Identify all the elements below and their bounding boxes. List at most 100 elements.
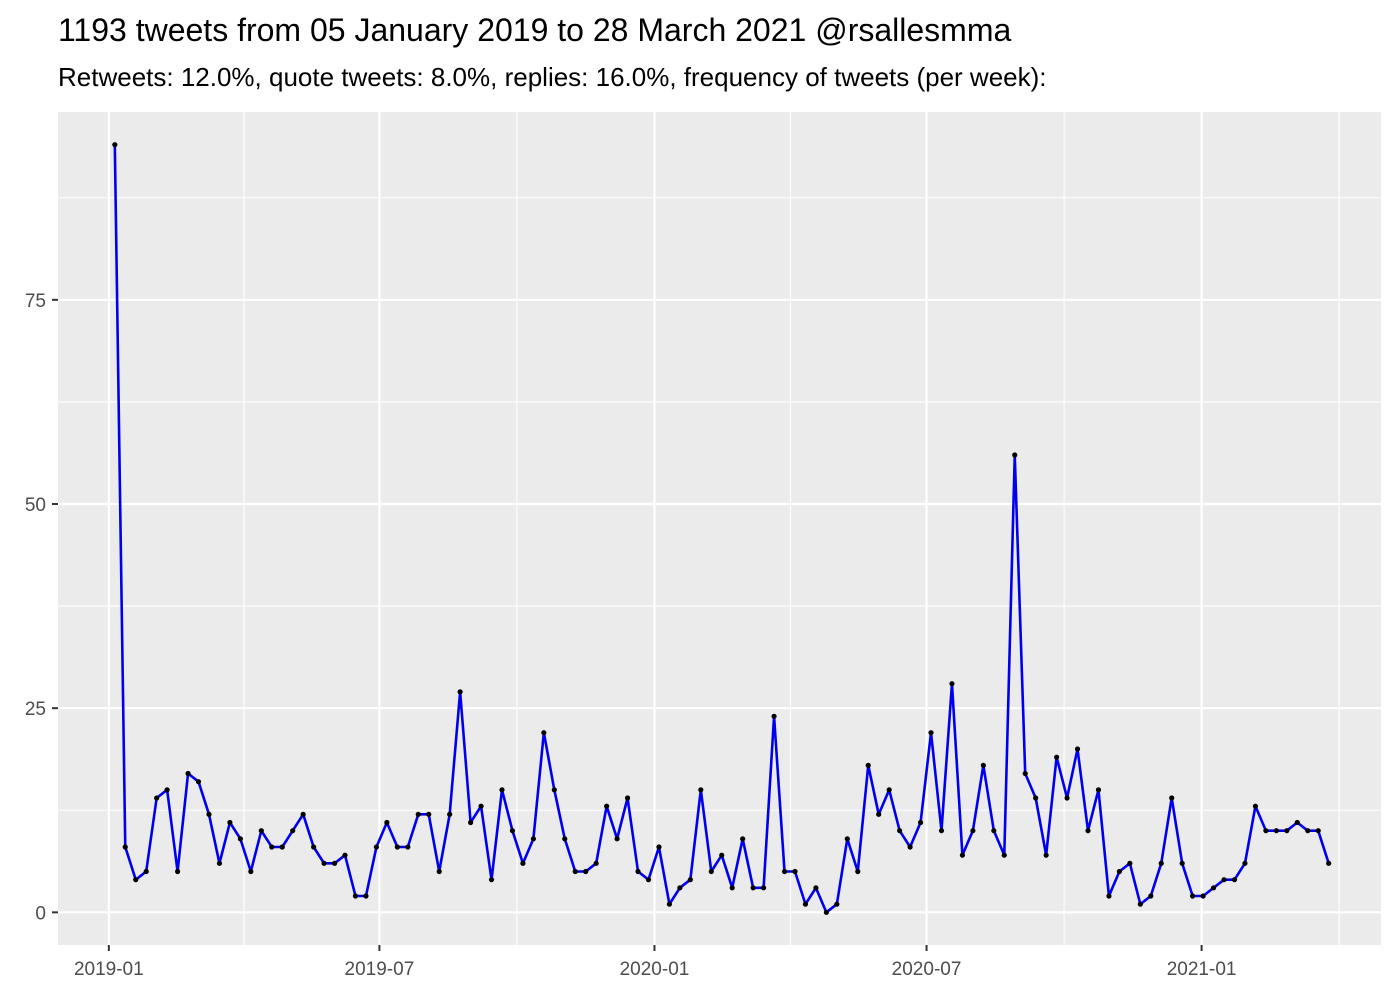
data-point [1210, 885, 1217, 891]
data-point [959, 852, 966, 858]
data-point [583, 868, 589, 875]
data-point [1012, 452, 1018, 458]
data-point [1179, 860, 1185, 866]
data-point [384, 819, 390, 826]
data-point [1305, 828, 1311, 834]
data-points [112, 142, 1332, 915]
data-point [1284, 828, 1290, 834]
data-point [729, 885, 735, 891]
data-point [614, 836, 620, 842]
data-point [1001, 852, 1007, 858]
axis-ticks [52, 298, 1203, 951]
data-point [321, 860, 327, 866]
data-point [112, 142, 118, 148]
data-point [781, 868, 788, 875]
x-tick-label: 2020-07 [892, 959, 962, 980]
data-point [865, 762, 871, 768]
data-point [666, 901, 673, 907]
y-tick-label: 50 [25, 495, 46, 516]
data-point [143, 868, 149, 875]
data-point [750, 885, 756, 891]
data-point [195, 779, 202, 785]
data-point [1252, 803, 1259, 809]
data-point [1158, 860, 1164, 866]
data-point [248, 868, 254, 875]
x-tick-label: 2020-01 [620, 959, 690, 980]
data-point [1106, 893, 1112, 899]
data-point [457, 689, 463, 695]
data-point [174, 868, 181, 875]
data-point [1043, 852, 1049, 858]
data-point [478, 803, 484, 809]
data-point [164, 787, 170, 793]
y-tick-label: 75 [25, 291, 46, 312]
data-point [761, 885, 767, 891]
data-point [708, 868, 714, 875]
data-point [237, 836, 243, 842]
data-point [844, 836, 850, 842]
data-point [415, 811, 421, 817]
data-point [551, 787, 557, 793]
data-point [279, 844, 285, 850]
data-point [154, 795, 160, 801]
data-point [624, 795, 631, 801]
data-point [980, 762, 986, 768]
x-tick-label: 2019-07 [345, 959, 415, 980]
data-point [373, 844, 380, 850]
data-point [938, 828, 945, 834]
chart-title: 1193 tweets from 05 January 2019 to 28 M… [58, 12, 1012, 48]
minor-gridlines [58, 112, 1381, 945]
data-point [426, 811, 432, 817]
data-point [1022, 770, 1028, 777]
tick-labels: 0 25 50 75 2019-01 2019-07 2020-01 2020-07 2021-… [25, 291, 1237, 980]
data-point [970, 828, 976, 834]
data-point [1294, 819, 1300, 826]
data-point [331, 860, 338, 866]
data-point [1116, 868, 1122, 875]
data-point [886, 787, 892, 793]
data-point [991, 828, 997, 834]
data-point [1085, 828, 1091, 834]
plot-panel [58, 112, 1381, 945]
data-point [1273, 828, 1279, 834]
data-point [363, 893, 369, 899]
data-point [1242, 860, 1248, 866]
major-gridlines [58, 112, 1381, 945]
data-point [1231, 877, 1238, 883]
data-point [1326, 860, 1332, 866]
data-point [604, 803, 610, 809]
data-point [1263, 828, 1269, 834]
data-point [447, 811, 453, 817]
data-point [802, 901, 809, 907]
data-point [593, 860, 599, 866]
data-point [1033, 795, 1039, 801]
data-point [1127, 860, 1133, 866]
data-point [897, 828, 903, 834]
data-point [311, 844, 317, 850]
data-point [467, 819, 474, 826]
data-point [698, 787, 704, 793]
data-point [677, 885, 683, 891]
chart-subtitle: Retweets: 12.0%, quote tweets: 8.0%, rep… [58, 62, 1047, 92]
data-point [907, 844, 913, 850]
data-point [834, 901, 840, 907]
data-point [206, 811, 212, 817]
data-point [1190, 893, 1196, 899]
data-point [520, 860, 526, 866]
data-point [1064, 795, 1070, 801]
data-point [1148, 893, 1154, 899]
data-point [405, 844, 411, 850]
data-point [635, 868, 641, 875]
data-point [1315, 828, 1321, 834]
data-point [813, 885, 819, 891]
data-point [436, 868, 442, 875]
data-point [823, 909, 829, 915]
data-point [133, 877, 139, 883]
data-point [530, 836, 536, 842]
data-point [1200, 893, 1206, 899]
data-point [509, 828, 516, 834]
data-point [352, 893, 359, 899]
data-point [122, 844, 128, 850]
data-point [216, 860, 223, 866]
data-point [185, 770, 191, 777]
